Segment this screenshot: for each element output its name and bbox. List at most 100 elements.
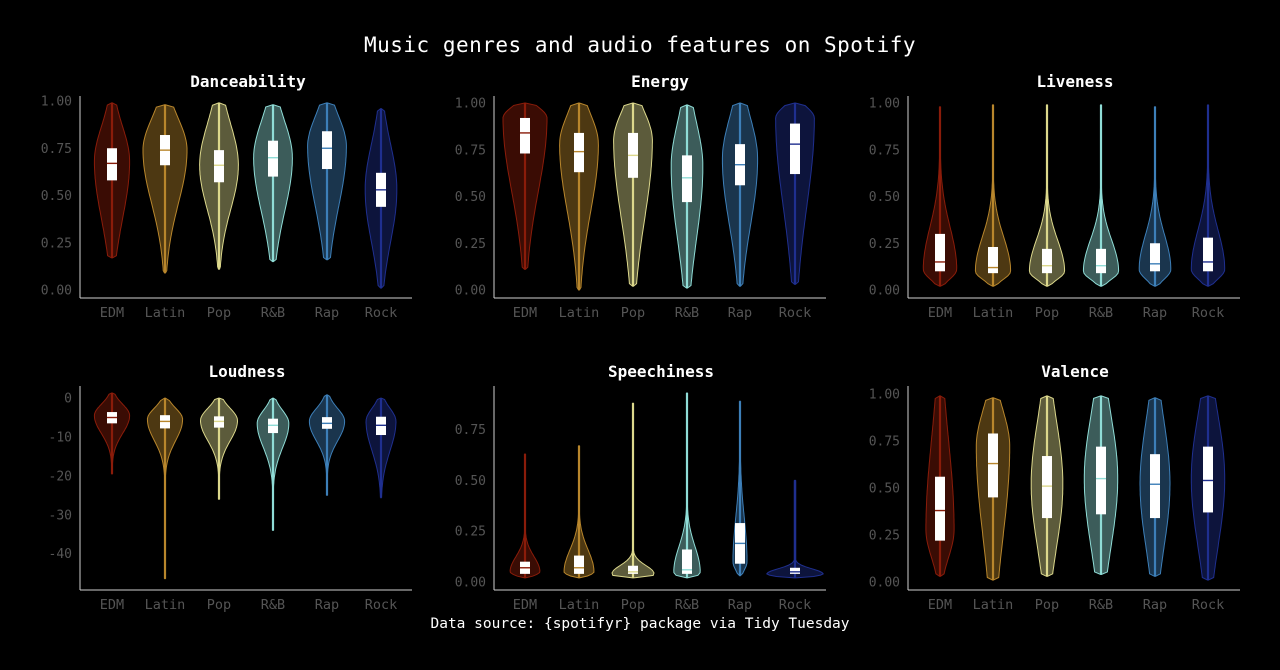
box-rap (1150, 243, 1160, 272)
y-tick-label: 1.00 (869, 388, 900, 403)
y-tick-label: 0.00 (41, 284, 72, 299)
y-tick-label: 0.25 (869, 529, 900, 544)
box-rap (322, 131, 332, 170)
x-category-label: EDM (100, 597, 124, 613)
x-category-label: R&B (675, 305, 699, 321)
box-rnb (268, 140, 278, 177)
x-category-label: Rock (779, 305, 812, 321)
x-category-label: Rock (779, 597, 812, 613)
box-latin (988, 433, 998, 498)
x-category-label: R&B (261, 597, 285, 613)
y-tick-label: 1.00 (455, 97, 486, 112)
panel-title-danceability: Danceability (190, 72, 306, 91)
y-tick-label: 0.75 (455, 143, 486, 158)
panel-title-speechiness: Speechiness (608, 362, 714, 381)
panel-speechiness: Speechiness 0.00 0.25 0.50 0.75 EDM Latin Pop R&… (455, 362, 826, 613)
y-tick-label: 0.50 (41, 189, 72, 204)
x-category-label: R&B (1089, 305, 1113, 321)
main-title: Music genres and audio features on Spoti… (363, 33, 916, 57)
box-rock (1203, 237, 1213, 272)
panel-title-energy: Energy (631, 72, 689, 91)
x-category-label: Pop (621, 597, 645, 613)
box-pop (1042, 456, 1052, 519)
box-rock (790, 567, 800, 574)
x-category-label: EDM (100, 305, 124, 321)
x-category-label: Latin (973, 305, 1014, 321)
x-category-label: Rap (1143, 305, 1167, 321)
box-rnb (682, 155, 692, 203)
x-category-label: Rock (365, 305, 398, 321)
box-rock (1203, 446, 1213, 513)
y-tick-label: 0.75 (869, 143, 900, 158)
panel-liveness: Liveness 0.00 0.25 0.50 0.75 1.00 EDM Latin Pop R… (869, 72, 1240, 321)
y-tick-label: 0.50 (869, 190, 900, 205)
panel-energy: Energy 0.00 0.25 0.50 0.75 1.00 EDM Latin Pop R&B… (455, 72, 826, 321)
x-category-label: Pop (207, 597, 231, 613)
box-pop (1042, 248, 1052, 274)
y-tick-label: -10 (49, 430, 72, 445)
x-category-label: R&B (675, 597, 699, 613)
y-tick-label: 0.75 (455, 423, 486, 438)
x-category-label: Pop (1035, 305, 1059, 321)
y-tick-label: 0.00 (869, 284, 900, 299)
box-latin (574, 132, 584, 173)
x-category-label: Pop (621, 305, 645, 321)
x-category-label: EDM (513, 597, 537, 613)
box-edm (107, 148, 117, 181)
y-tick-label: 0.50 (455, 190, 486, 205)
panel-title-liveness: Liveness (1036, 72, 1113, 91)
x-category-label: Rock (1192, 597, 1225, 613)
y-tick-label: 0.25 (869, 237, 900, 252)
y-tick-label: 0 (64, 392, 72, 407)
y-tick-label: 1.00 (869, 97, 900, 112)
x-category-label: EDM (928, 597, 952, 613)
x-category-label: Latin (145, 305, 186, 321)
y-tick-label: -20 (49, 469, 72, 484)
y-tick-label: -30 (49, 508, 72, 523)
x-category-label: Rap (728, 597, 752, 613)
y-tick-label: 0.00 (869, 576, 900, 591)
caption: Data source: {spotifyr} package via Tidy… (430, 616, 850, 632)
x-category-label: Rap (315, 597, 339, 613)
x-category-label: R&B (1089, 597, 1113, 613)
box-latin (574, 555, 584, 574)
x-category-label: Pop (1035, 597, 1059, 613)
x-category-label: Latin (973, 597, 1014, 613)
panel-title-loudness: Loudness (208, 362, 285, 381)
panel-danceability: Danceability 0.00 0.25 0.50 0.75 1.00 EDM Latin… (41, 72, 412, 321)
box-rnb (1096, 446, 1106, 515)
y-tick-label: 0.25 (41, 236, 72, 251)
box-pop (214, 150, 224, 183)
y-tick-label: 0.75 (869, 435, 900, 450)
x-category-label: Rap (728, 305, 752, 321)
x-category-label: EDM (928, 305, 952, 321)
y-tick-label: 0.75 (41, 142, 72, 157)
panel-title-valence: Valence (1041, 362, 1108, 381)
box-rock (790, 123, 800, 175)
y-tick-label: 0.50 (869, 482, 900, 497)
y-tick-label: 0.00 (455, 284, 486, 299)
y-tick-label: -40 (49, 547, 72, 562)
box-edm (935, 476, 945, 541)
y-tick-label: 0.25 (455, 525, 486, 540)
box-pop (628, 565, 638, 574)
box-rap (1150, 454, 1160, 519)
x-category-label: Rap (1143, 597, 1167, 613)
y-tick-label: 0.25 (455, 237, 486, 252)
x-category-label: EDM (513, 305, 537, 321)
y-tick-label: 0.00 (455, 576, 486, 591)
x-category-label: Rock (1192, 305, 1225, 321)
x-category-label: Rock (365, 597, 398, 613)
y-tick-label: 0.50 (455, 474, 486, 489)
box-edm (520, 117, 530, 154)
x-category-label: Pop (207, 305, 231, 321)
x-category-label: Rap (315, 305, 339, 321)
y-tick-label: 1.00 (41, 95, 72, 110)
panel-valence: Valence 0.00 0.25 0.50 0.75 1.00 EDM Latin Pop R&… (869, 362, 1240, 613)
box-edm (935, 233, 945, 272)
x-category-label: Latin (559, 597, 600, 613)
x-category-label: Latin (559, 305, 600, 321)
x-category-label: Latin (145, 597, 186, 613)
box-latin (988, 246, 998, 274)
